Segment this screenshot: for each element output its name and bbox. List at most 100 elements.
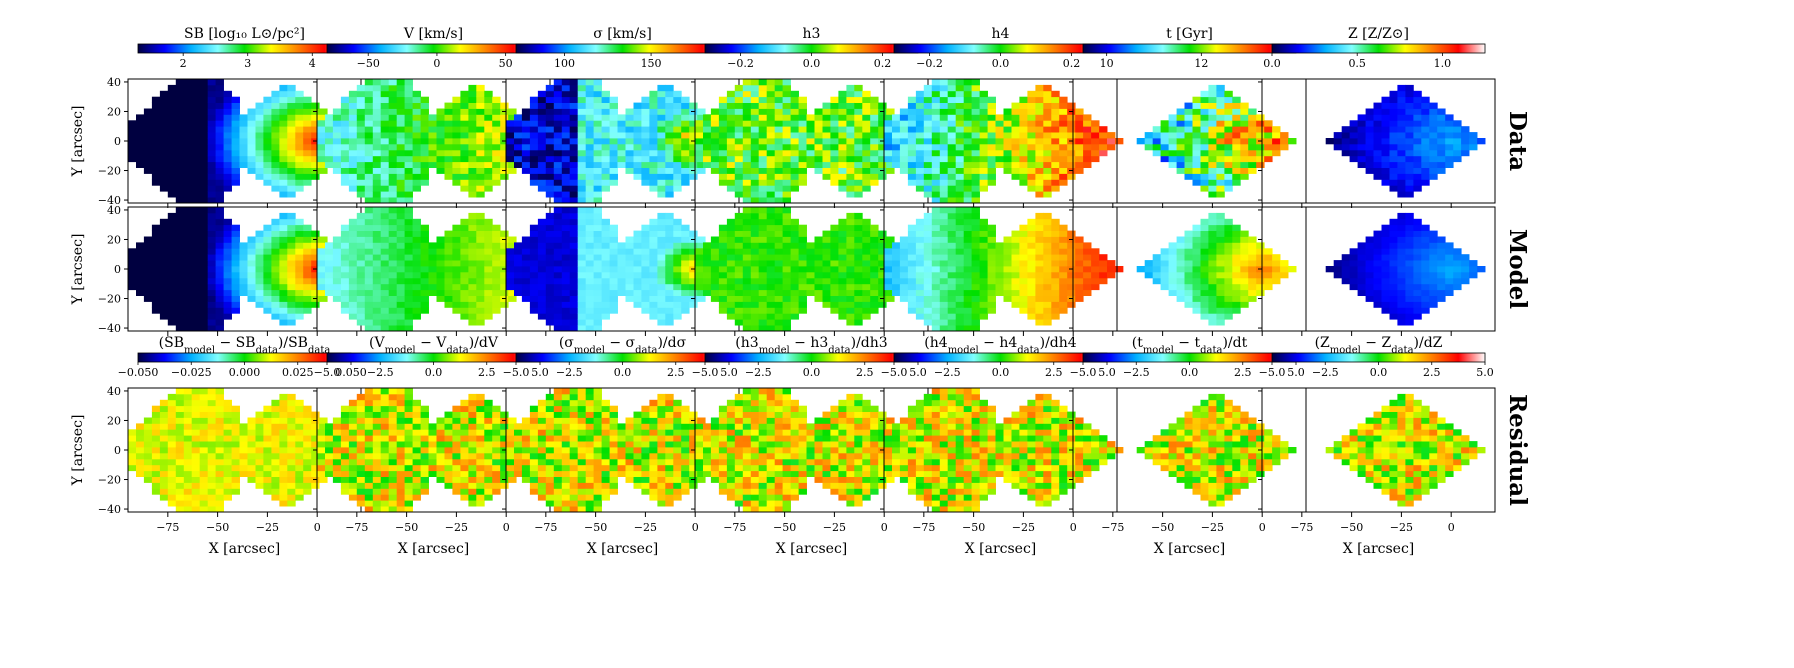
map-cell: [862, 313, 871, 320]
map-cell: [1200, 149, 1209, 157]
map-cell: [814, 283, 823, 291]
map-cell: [1043, 260, 1052, 267]
map-cell: [545, 149, 555, 157]
map-cell: [955, 236, 965, 243]
map-cell: [247, 295, 256, 302]
map-cell: [279, 108, 288, 115]
map-cell: [521, 272, 531, 279]
map-cell: [947, 289, 957, 296]
map-cell: [641, 289, 650, 296]
map-cell: [356, 132, 366, 139]
map-cell: [569, 108, 579, 115]
map-cell: [884, 144, 893, 151]
map-cell: [404, 236, 413, 243]
map-cell: [742, 84, 752, 92]
residual-colorbar-5: (tmodel − tdata)/dt−5.0 −2.5 0.0 2.5 5.0: [1070, 335, 1305, 379]
map-cell: [1043, 212, 1052, 220]
map-cell: [963, 138, 973, 145]
map-cell: [412, 218, 421, 226]
map-cell: [585, 185, 595, 192]
map-cell: [798, 132, 807, 139]
map-cell: [710, 149, 720, 157]
map-cell: [774, 132, 784, 139]
map-cell: [742, 79, 752, 86]
map-cell: [1083, 289, 1092, 296]
map-cell: [159, 90, 169, 98]
map-cell: [1083, 114, 1092, 121]
map-cell: [476, 254, 485, 261]
map-cell: [1019, 242, 1028, 249]
map-cell: [484, 266, 493, 273]
map-cell: [159, 236, 169, 243]
map-cell: [830, 224, 839, 231]
map-cell: [649, 289, 658, 296]
map-cell: [247, 167, 256, 174]
map-cell: [673, 167, 682, 174]
map-cell: [545, 161, 555, 168]
map-cell: [287, 102, 296, 109]
map-cell: [1192, 108, 1201, 115]
map-cell: [774, 313, 784, 320]
map-cell: [907, 173, 917, 180]
map-cell: [175, 207, 185, 214]
map-cell: [979, 224, 988, 231]
map-cell: [854, 114, 863, 121]
map-cell: [585, 84, 595, 92]
map-cell: [159, 289, 169, 296]
map-cell: [1184, 120, 1193, 127]
map-cell: [790, 295, 799, 302]
map-cell: [681, 224, 690, 231]
map-cell: [295, 313, 304, 320]
map-cell: [460, 161, 469, 168]
map-cell: [183, 307, 193, 314]
map-cell: [1027, 161, 1036, 168]
map-cell: [263, 301, 272, 308]
map-cell: [1019, 149, 1028, 157]
map-cell: [703, 242, 712, 249]
map-cell: [380, 230, 390, 237]
map-cell: [1437, 108, 1446, 115]
map-cell: [255, 138, 264, 145]
map-cell: [436, 144, 445, 151]
map-cell: [987, 260, 996, 267]
map-cell: [665, 149, 674, 157]
map-cell: [931, 218, 941, 226]
map-cell: [476, 242, 485, 249]
map-cell: [931, 96, 941, 103]
map-cell: [963, 120, 973, 127]
panel-grid: SB [log₁₀ L⊙/pc²]2 3 4V [km/s]−50 0 50σ [km/…: [70, 26, 1531, 557]
map-cell: [1413, 102, 1422, 109]
map-cell: [263, 230, 272, 237]
map-cell: [995, 266, 1004, 273]
map-cell: [1027, 230, 1036, 237]
map-cell: [1168, 155, 1177, 163]
map-cell: [404, 212, 413, 220]
map-cell: [892, 114, 901, 121]
map-cell: [1373, 173, 1382, 180]
map-cell: [1200, 301, 1209, 308]
map-cell: [963, 108, 973, 115]
map-cell: [1051, 254, 1060, 261]
map-cell: [1216, 167, 1225, 174]
map-cell: [718, 295, 728, 302]
map-cell: [364, 212, 374, 220]
map-cell: [641, 161, 650, 168]
map-cell: [420, 114, 429, 121]
map-cell: [295, 218, 304, 226]
map-cell: [649, 313, 658, 320]
map-cell: [1091, 138, 1100, 145]
map-cell: [577, 248, 587, 255]
map-cell: [782, 138, 791, 145]
map-cell: [1216, 90, 1225, 98]
map-cell: [199, 197, 209, 204]
map-cell: [1043, 126, 1052, 133]
map-cell: [907, 295, 917, 302]
map-cell: [1168, 120, 1177, 127]
map-cell: [750, 325, 760, 332]
map-cell: [1176, 120, 1185, 127]
map-cell: [372, 138, 382, 145]
map-cell: [947, 132, 957, 139]
map-cell: [136, 132, 145, 139]
map-cell: [1043, 218, 1052, 226]
map-cell: [263, 149, 272, 157]
